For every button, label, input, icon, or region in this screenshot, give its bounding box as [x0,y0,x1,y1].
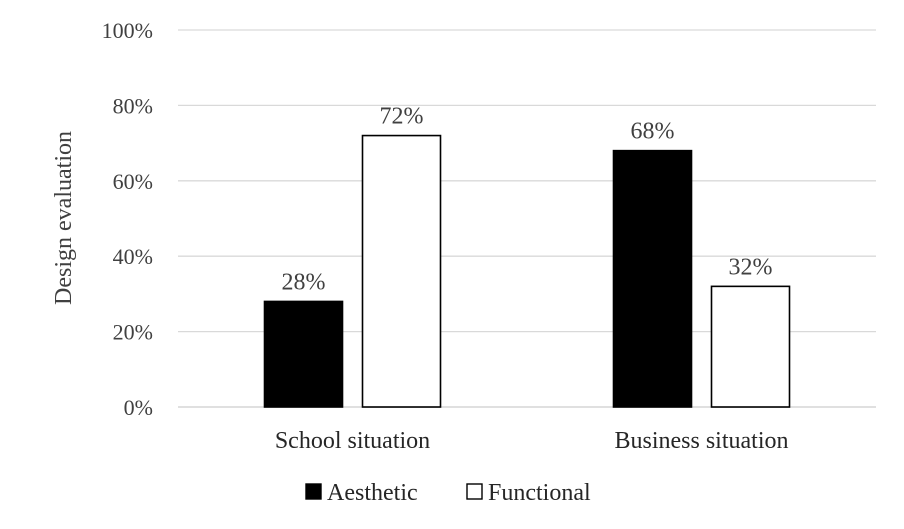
bar-aesthetic-2 [612,149,693,408]
x-category-label: School situation [275,428,430,454]
y-tick-label: 20% [113,320,153,345]
bar-functional-1 [361,134,442,408]
legend-label: Aesthetic [327,480,418,506]
y-tick-label: 40% [113,244,153,269]
y-tick-label: 100% [102,18,153,43]
y-axis-title: Design evaluation [51,131,77,305]
category-labels: School situation Business situation [275,428,789,454]
legend-swatch-aesthetic [305,483,322,500]
data-label: 68% [631,119,675,145]
y-tick-label: 0% [124,395,153,420]
bar-aesthetic-1 [263,300,344,408]
x-category-label: Business situation [614,428,788,454]
data-label: 32% [729,254,773,280]
y-tick-label: 60% [113,169,153,194]
y-tick-labels: 0% 20% 40% 60% 80% 100% [102,18,153,420]
y-tick-label: 80% [113,93,153,118]
data-label: 72% [380,104,424,130]
bars [263,134,791,408]
bar-functional-2 [710,285,791,408]
data-labels: 28% 72% 68% 32% [282,104,773,296]
legend-swatch-functional [466,483,483,500]
data-label: 28% [282,269,326,295]
legend: Aesthetic Functional [305,480,591,506]
legend-label: Functional [488,480,591,506]
